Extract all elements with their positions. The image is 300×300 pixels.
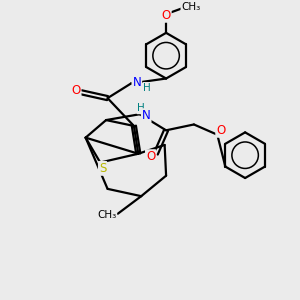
Text: O: O xyxy=(146,150,155,163)
Text: S: S xyxy=(99,162,106,175)
Text: H: H xyxy=(143,83,151,93)
Text: O: O xyxy=(216,124,226,137)
Text: O: O xyxy=(71,84,81,97)
Text: H: H xyxy=(137,103,145,113)
Text: O: O xyxy=(161,9,171,22)
Text: CH₃: CH₃ xyxy=(97,210,116,220)
Text: CH₃: CH₃ xyxy=(182,2,201,11)
Text: N: N xyxy=(133,76,141,89)
Text: N: N xyxy=(142,109,151,122)
